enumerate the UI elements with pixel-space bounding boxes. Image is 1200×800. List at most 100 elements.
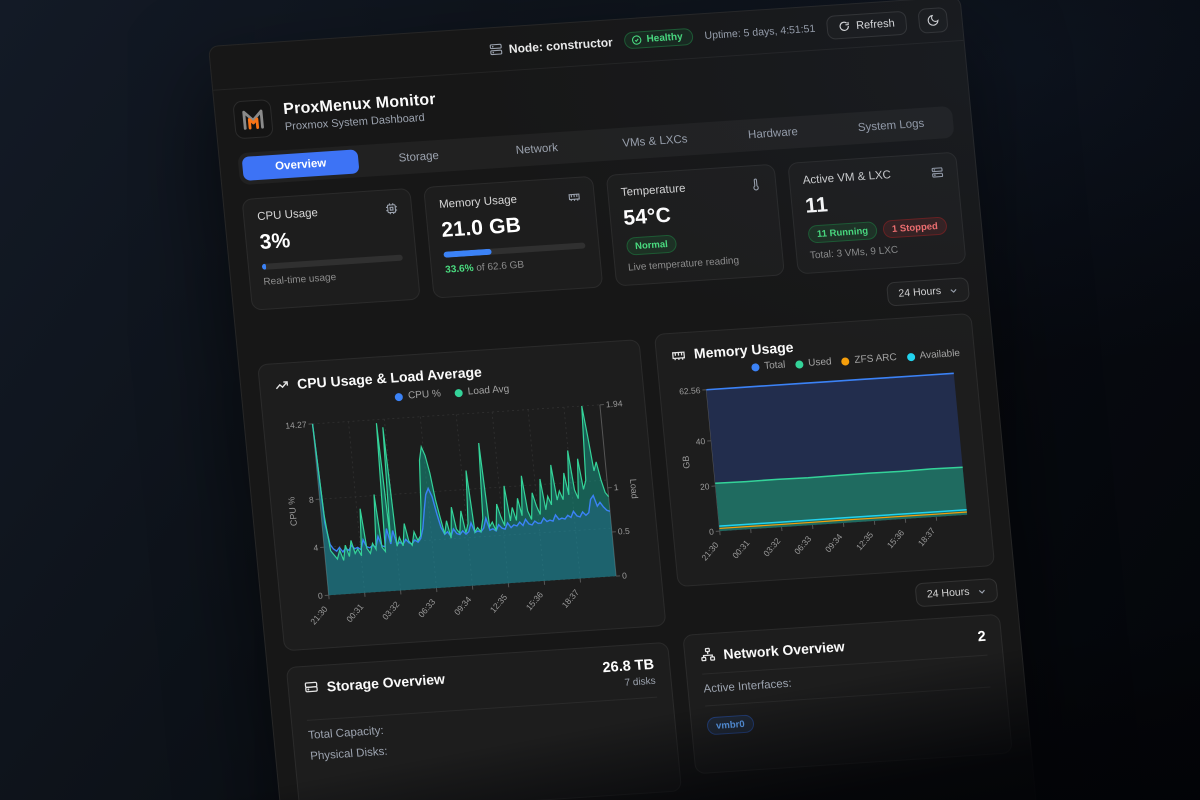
cpu-progress-bar xyxy=(261,254,404,270)
server-icon xyxy=(490,43,503,56)
memory-icon xyxy=(567,193,580,202)
cpu-value: 3% xyxy=(258,229,292,254)
svg-text:4: 4 xyxy=(313,543,319,553)
temperature-card-title: Temperature xyxy=(620,182,686,199)
svg-text:03:32: 03:32 xyxy=(761,536,782,559)
legend-item: Load Avg xyxy=(454,384,510,399)
chevron-down-icon xyxy=(950,288,957,293)
vm-count-value: 11 xyxy=(804,193,829,218)
legend-item: CPU % xyxy=(394,388,441,402)
memory-chart-card: Memory Usage Total Used ZFS ARC Available 2… xyxy=(653,313,996,588)
thermometer-icon xyxy=(753,178,759,191)
cpu-usage-card: CPU Usage 3% Real-time usage xyxy=(241,187,421,311)
theme-toggle-button[interactable] xyxy=(917,6,949,34)
svg-text:12:35: 12:35 xyxy=(854,529,875,552)
svg-text:06:33: 06:33 xyxy=(792,534,813,557)
svg-text:18:37: 18:37 xyxy=(916,525,937,548)
check-circle-icon xyxy=(632,35,642,45)
legend-item: ZFS ARC xyxy=(841,352,897,367)
memory-usage-card: Memory Usage 21.0 GB 33.6% of 62.6 GB xyxy=(423,175,603,299)
svg-text:03:32: 03:32 xyxy=(380,599,401,622)
storage-title: Storage Overview xyxy=(326,670,446,695)
tab-overview[interactable]: Overview xyxy=(241,149,360,181)
temperature-status-badge: Normal xyxy=(625,234,678,256)
right-column: 24 Hours Memory Usage Total Used ZFS ARC Av… xyxy=(651,277,1013,775)
svg-text:09:34: 09:34 xyxy=(823,532,844,555)
memory-progress-bar xyxy=(443,242,586,258)
cpu-icon xyxy=(386,203,398,215)
node-label: Node: constructor xyxy=(508,34,614,56)
proxmenux-logo xyxy=(232,98,274,140)
svg-text:0.5: 0.5 xyxy=(617,526,630,537)
svg-text:15:36: 15:36 xyxy=(885,527,906,550)
vm-stopped-badge: 1 Stopped xyxy=(882,216,948,239)
temperature-card: Temperature 54°C Normal Live temperature… xyxy=(605,163,785,287)
tab-system-logs[interactable]: System Logs xyxy=(857,117,925,135)
cpu-card-title: CPU Usage xyxy=(256,207,319,224)
network-interface-count: 2 xyxy=(976,628,987,646)
tab-network[interactable]: Network xyxy=(515,142,559,157)
header-titles: ProxMenux Monitor Proxmox System Dashboa… xyxy=(282,91,437,133)
left-column: CPU Usage & Load Average CPU % Load Avg 2… xyxy=(253,299,683,800)
network-icon xyxy=(701,647,716,662)
memory-sub: 33.6% of 62.6 GB xyxy=(444,259,525,276)
storage-disks-value: 7 disks xyxy=(624,675,657,689)
svg-text:CPU %: CPU % xyxy=(286,496,299,526)
tab-vms-lxcs[interactable]: VMs & LXCs xyxy=(621,133,689,150)
storage-summary: 26.8 TB 7 disks xyxy=(602,657,656,690)
svg-text:62.56: 62.56 xyxy=(679,385,701,396)
cpu-sub: Real-time usage xyxy=(262,272,337,288)
temperature-sub: Live temperature reading xyxy=(627,255,740,274)
dashboard-window: Node: constructor Healthy Uptime: 5 days… xyxy=(208,0,1047,800)
svg-text:06:33: 06:33 xyxy=(416,597,437,620)
svg-text:Load: Load xyxy=(628,478,640,499)
svg-text:18:37: 18:37 xyxy=(560,587,581,610)
svg-text:0: 0 xyxy=(622,570,628,580)
svg-text:21:30: 21:30 xyxy=(699,540,720,563)
legend-item: Used xyxy=(794,356,832,369)
cpu-load-chart-card: CPU Usage & Load Average CPU % Load Avg 2… xyxy=(257,339,667,652)
moon-icon xyxy=(927,14,939,26)
node-indicator: Node: constructor xyxy=(489,35,613,57)
time-range-select-top[interactable]: 24 Hours xyxy=(886,277,971,307)
refresh-button[interactable]: Refresh xyxy=(826,10,908,40)
trending-up-icon xyxy=(275,380,289,389)
temperature-value: 54°C xyxy=(622,203,673,230)
tab-storage[interactable]: Storage xyxy=(398,149,440,165)
legend-item: Available xyxy=(906,348,960,362)
stats-row: CPU Usage 3% Real-time usage Memory Usag… xyxy=(241,151,967,311)
vm-card-title: Active VM & LXC xyxy=(802,169,892,187)
storage-overview-card: Storage Overview 26.8 TB 7 disks Total C… xyxy=(285,641,683,800)
uptime-text: Uptime: 5 days, 4:51:51 xyxy=(704,22,816,42)
svg-text:00:31: 00:31 xyxy=(730,538,751,561)
interface-badge[interactable]: vmbr0 xyxy=(706,714,755,736)
vm-running-badge: 11 Running xyxy=(807,221,878,244)
svg-text:00:31: 00:31 xyxy=(344,601,365,624)
memory-card-title: Memory Usage xyxy=(438,193,518,212)
main-content: CPU Usage 3% Real-time usage Memory Usag… xyxy=(222,137,1034,800)
memory-chart-icon xyxy=(671,350,686,360)
server-stack-icon xyxy=(931,167,944,178)
svg-text:0: 0 xyxy=(709,527,715,537)
memory-chart-title: Memory Usage xyxy=(693,338,795,362)
legend-item: Total xyxy=(750,359,786,372)
app-header: ProxMenux Monitor Proxmox System Dashboa… xyxy=(213,41,969,151)
tab-hardware[interactable]: Hardware xyxy=(747,126,799,142)
network-overview-card: Network Overview 2 Active Interfaces: vm… xyxy=(682,613,1013,775)
cpu-chart-svg: 21:30 00:31 03:32 06:33 09:34 12:35 15:36 18:37… xyxy=(285,398,640,627)
svg-text:40: 40 xyxy=(695,436,706,447)
svg-text:21:30: 21:30 xyxy=(308,604,329,627)
chevron-down-icon xyxy=(978,589,985,594)
svg-text:20: 20 xyxy=(700,481,711,492)
svg-text:15:36: 15:36 xyxy=(524,590,545,613)
svg-text:1.94: 1.94 xyxy=(605,398,623,409)
active-vm-lxc-card: Active VM & LXC 11 11 Running 1 Stopped … xyxy=(787,151,967,275)
vm-sub: Total: 3 VMs, 9 LXC xyxy=(809,244,899,262)
refresh-icon xyxy=(840,21,850,31)
svg-text:12:35: 12:35 xyxy=(488,592,509,615)
svg-text:09:34: 09:34 xyxy=(452,594,473,617)
memory-value: 21.0 GB xyxy=(440,213,523,242)
svg-text:1: 1 xyxy=(613,482,619,492)
hard-drive-icon xyxy=(304,681,318,693)
